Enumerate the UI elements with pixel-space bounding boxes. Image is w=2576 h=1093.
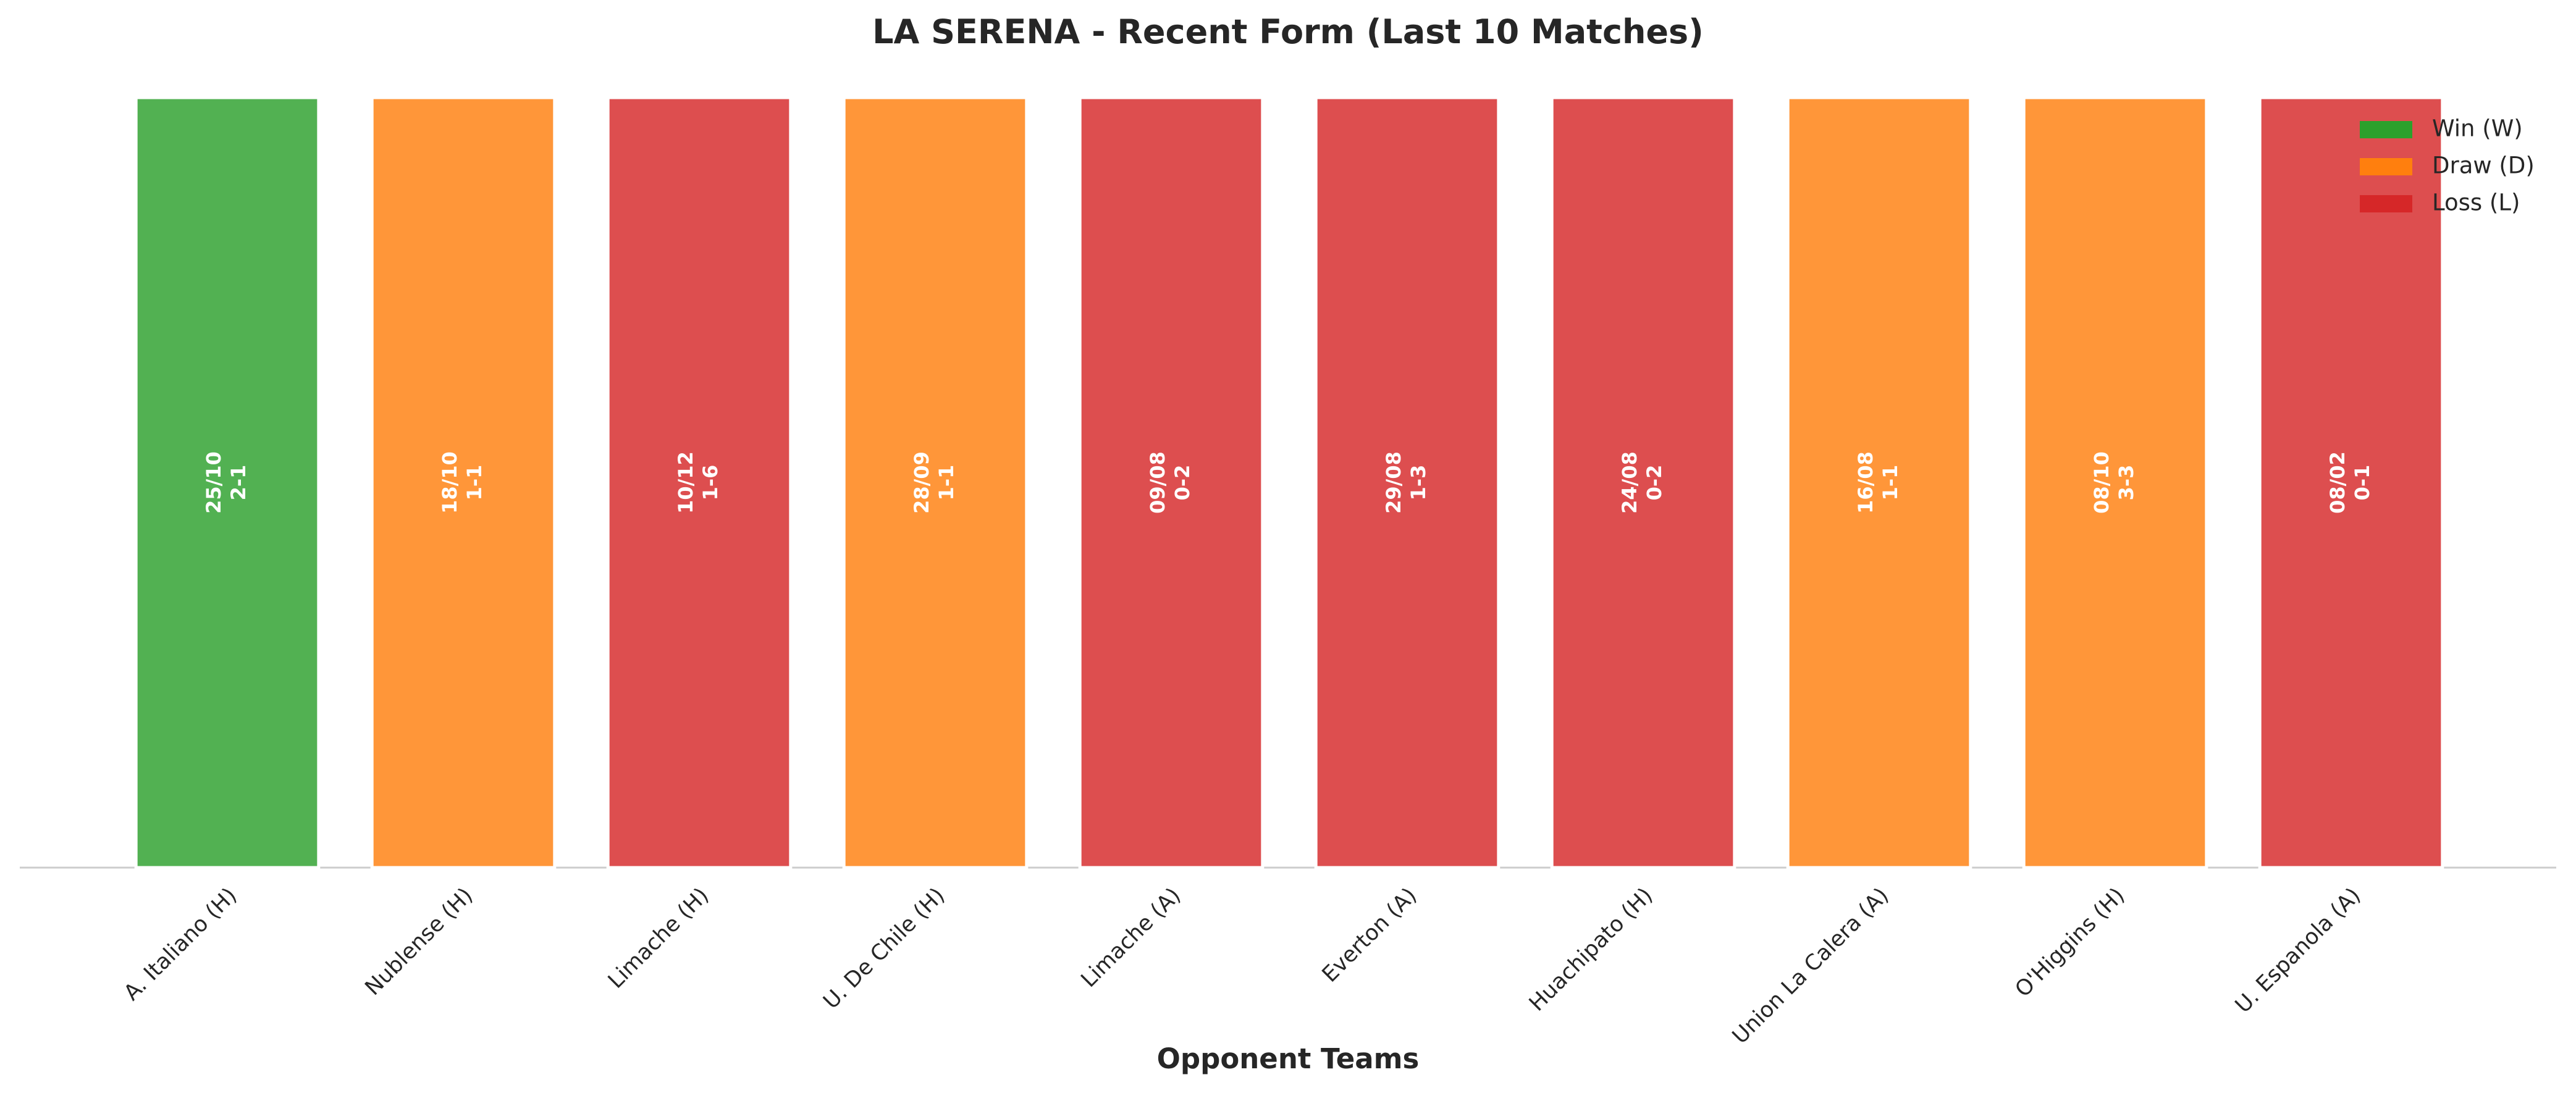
bar bbox=[2022, 96, 2208, 869]
bar-date-label: 24/08 bbox=[1618, 451, 1641, 514]
bar-score-label: 1-1 bbox=[935, 465, 958, 501]
x-tick-label: U. Espanola (A) bbox=[2231, 883, 2366, 1018]
bar bbox=[842, 96, 1029, 869]
bar bbox=[606, 96, 793, 869]
bar-score-label: 0-2 bbox=[1643, 465, 1666, 501]
bar-score-label: 1-1 bbox=[1879, 465, 1902, 501]
bar-date-label: 18/10 bbox=[438, 451, 461, 514]
bar-date-label: 09/08 bbox=[1146, 451, 1169, 514]
x-tick-label: O'Higgins (H) bbox=[2011, 883, 2130, 1002]
x-tick-label: Limache (H) bbox=[604, 883, 714, 994]
x-axis-label: Opponent Teams bbox=[1157, 1042, 1420, 1075]
x-tick-label: Limache (A) bbox=[1077, 883, 1186, 992]
chart-title: LA SERENA - Recent Form (Last 10 Matches… bbox=[872, 12, 1704, 51]
legend-label: Draw (D) bbox=[2432, 153, 2535, 179]
legend-swatch bbox=[2360, 158, 2412, 175]
legend-swatch bbox=[2360, 121, 2412, 138]
bar bbox=[1550, 96, 1736, 869]
x-tick-label: Nublense (H) bbox=[361, 883, 478, 1000]
bar-score-label: 0-2 bbox=[1171, 465, 1194, 501]
bar-date-label: 08/02 bbox=[2326, 451, 2349, 514]
bar-date-label: 16/08 bbox=[1854, 451, 1877, 514]
bar-date-label: 25/10 bbox=[202, 451, 225, 514]
legend-swatch bbox=[2360, 195, 2412, 212]
bar bbox=[1078, 96, 1265, 869]
bar-score-label: 2-1 bbox=[227, 465, 250, 501]
legend-label: Loss (L) bbox=[2432, 190, 2520, 216]
bar-score-label: 1-6 bbox=[699, 465, 722, 501]
bar bbox=[134, 96, 321, 869]
bar-date-label: 08/10 bbox=[2090, 451, 2113, 514]
x-tick-label: Huachipato (H) bbox=[1525, 883, 1657, 1016]
bar-date-label: 28/09 bbox=[910, 451, 933, 514]
bar-score-label: 0-1 bbox=[2351, 465, 2374, 501]
bar-score-label: 3-3 bbox=[2115, 465, 2138, 501]
bar bbox=[1314, 96, 1501, 869]
legend-label: Win (W) bbox=[2432, 115, 2523, 142]
bar-date-label: 29/08 bbox=[1382, 451, 1405, 514]
x-tick-label: Everton (A) bbox=[1318, 883, 1422, 987]
x-tick-label: A. Italiano (H) bbox=[119, 883, 242, 1005]
bar bbox=[370, 96, 557, 869]
x-tick-label: U. De Chile (H) bbox=[819, 883, 949, 1014]
bar-score-label: 1-1 bbox=[463, 465, 486, 501]
bar-date-label: 10/12 bbox=[674, 451, 697, 514]
x-tick-label: Union La Calera (A) bbox=[1728, 883, 1893, 1049]
bar-score-label: 1-3 bbox=[1407, 465, 1430, 501]
bar bbox=[2258, 96, 2444, 869]
bar bbox=[1786, 96, 1972, 869]
